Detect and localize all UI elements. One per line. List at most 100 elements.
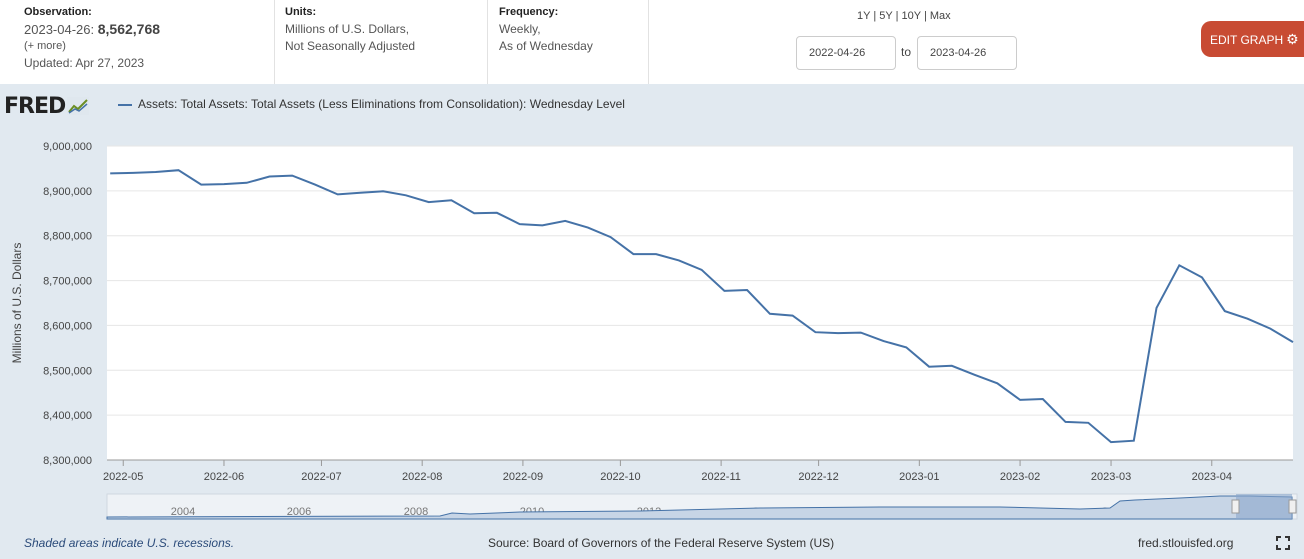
data-point[interactable] [949, 363, 955, 369]
data-point[interactable] [448, 197, 454, 203]
plot-area [107, 146, 1293, 460]
end-date-input[interactable]: 2023-04-26 [917, 36, 1017, 70]
data-point[interactable] [1040, 396, 1046, 402]
data-point[interactable] [107, 170, 113, 176]
data-point[interactable] [653, 251, 659, 257]
data-point[interactable] [1199, 274, 1205, 280]
data-point[interactable] [744, 287, 750, 293]
edit-graph-button[interactable]: EDIT GRAPH ⚙ [1201, 21, 1304, 57]
x-tick-label: 2022-11 [701, 471, 741, 483]
more-link[interactable]: (+ more) [24, 40, 66, 52]
data-point[interactable] [244, 180, 250, 186]
navigator-year-label: 2008 [404, 506, 428, 518]
navigator[interactable]: 2004200620082010201220142016201820202022 [106, 493, 1298, 520]
data-point[interactable] [767, 311, 773, 317]
data-point[interactable] [494, 210, 500, 216]
navigator-right-handle[interactable] [1288, 499, 1297, 514]
data-point[interactable] [1154, 305, 1160, 311]
data-point[interactable] [312, 182, 318, 188]
data-point[interactable] [699, 267, 705, 273]
data-point[interactable] [357, 190, 363, 196]
data-point[interactable] [630, 251, 636, 257]
data-point[interactable] [289, 173, 295, 179]
navigator-selection[interactable] [1236, 494, 1292, 519]
data-point[interactable] [585, 225, 591, 231]
data-point[interactable] [1222, 308, 1228, 314]
y-tick-label: 8,800,000 [43, 231, 92, 243]
data-point[interactable] [1176, 262, 1182, 268]
start-date-input[interactable]: 2022-04-26 [796, 36, 896, 70]
y-tick-label: 8,900,000 [43, 186, 92, 198]
data-point[interactable] [562, 218, 568, 224]
edit-graph-label: EDIT GRAPH [1210, 33, 1284, 47]
data-point[interactable] [175, 167, 181, 173]
units-line2: Not Seasonally Adjusted [285, 39, 416, 53]
chart-line-icon [67, 97, 90, 115]
x-tick-label: 2023-04 [1192, 471, 1232, 483]
data-point[interactable] [790, 313, 796, 319]
navigator-left-handle[interactable] [1231, 499, 1240, 514]
observation-date: 2023-04-26: [24, 22, 95, 37]
data-point[interactable] [426, 199, 432, 205]
data-point[interactable] [721, 288, 727, 294]
data-point[interactable] [1063, 419, 1069, 425]
data-point[interactable] [1131, 438, 1137, 444]
range-separator: | [923, 10, 927, 22]
data-point[interactable] [972, 372, 978, 378]
navigator-year-label: 2004 [171, 506, 195, 518]
range-1y-link[interactable]: 1Y [857, 10, 871, 22]
data-point[interactable] [903, 344, 909, 350]
data-point[interactable] [994, 380, 1000, 386]
frequency-line2: As of Wednesday [499, 39, 593, 53]
data-point[interactable] [1245, 316, 1251, 322]
data-point[interactable] [153, 169, 159, 175]
y-tick-label: 9,000,000 [43, 141, 92, 153]
source-text: Source: Board of Governors of the Federa… [488, 536, 835, 550]
data-point[interactable] [835, 330, 841, 336]
units-line1: Millions of U.S. Dollars, [285, 22, 410, 36]
fred-logo[interactable]: FRED [4, 94, 90, 119]
data-point[interactable] [471, 210, 477, 216]
data-point[interactable] [1108, 439, 1114, 445]
range-links: 1Y | 5Y | 10Y | Max [857, 10, 951, 22]
data-point[interactable] [926, 364, 932, 370]
data-point[interactable] [881, 338, 887, 344]
data-point[interactable] [517, 221, 523, 227]
x-tick-label: 2023-02 [1000, 471, 1040, 483]
x-tick-label: 2022-12 [798, 471, 838, 483]
range-10y-link[interactable]: 10Y [901, 10, 921, 22]
recession-note[interactable]: Shaded areas indicate U.S. recessions. [24, 536, 235, 550]
chart-legend[interactable]: Assets: Total Assets: Total Assets (Less… [118, 97, 625, 111]
data-point[interactable] [1267, 326, 1273, 332]
data-point[interactable] [1085, 420, 1091, 426]
range-5y-link[interactable]: 5Y [879, 10, 893, 22]
data-point[interactable] [198, 182, 204, 188]
y-tick-label: 8,500,000 [43, 365, 92, 377]
data-point[interactable] [1290, 339, 1296, 345]
data-point[interactable] [676, 257, 682, 263]
data-point[interactable] [812, 329, 818, 335]
updated-text: Updated: Apr 27, 2023 [24, 56, 145, 70]
units-block: Units: Millions of U.S. Dollars, Not Sea… [285, 4, 415, 55]
data-point[interactable] [403, 192, 409, 198]
navigator-year-label: 2006 [287, 506, 311, 518]
y-tick-label: 8,600,000 [43, 320, 92, 332]
data-point[interactable] [1017, 397, 1023, 403]
data-point[interactable] [335, 191, 341, 197]
data-point[interactable] [221, 181, 227, 187]
data-point[interactable] [130, 170, 136, 176]
data-point[interactable] [380, 188, 386, 194]
x-tick-label: 2023-01 [899, 471, 939, 483]
fullscreen-icon[interactable] [1276, 536, 1290, 550]
data-point[interactable] [266, 174, 272, 180]
data-point[interactable] [539, 222, 545, 228]
range-max-link[interactable]: Max [929, 10, 951, 22]
observation-line: 2023-04-26: 8,562,768 [24, 21, 160, 38]
data-point[interactable] [608, 234, 614, 240]
data-point[interactable] [858, 330, 864, 336]
site-link[interactable]: fred.stlouisfed.org [1138, 536, 1234, 550]
range-separator: | [873, 10, 877, 22]
x-tick-label: 2022-10 [600, 471, 640, 483]
